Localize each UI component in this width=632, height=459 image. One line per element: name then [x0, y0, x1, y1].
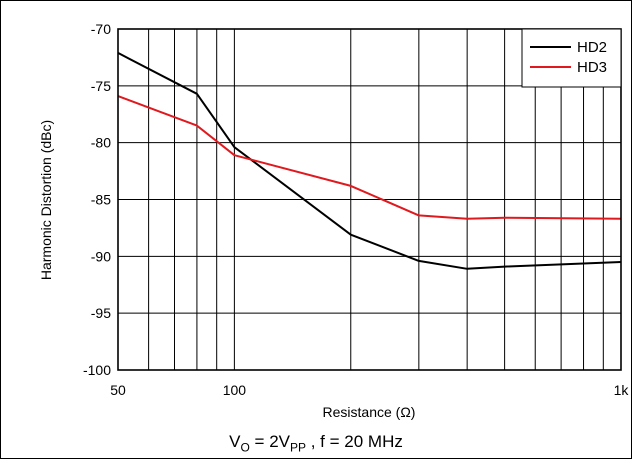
y-tick-label: -100 [83, 362, 111, 378]
y-tick-label: -85 [91, 192, 111, 208]
y-tick-labels: -70 -75 -80 -85 -90 -95 -100 [83, 21, 111, 378]
legend-label-hd3: HD3 [577, 59, 607, 76]
test-conditions-caption: VO = 2VPP , f = 20 MHz [0, 432, 632, 454]
series-line-hd3 [117, 95, 622, 220]
y-axis-label: Harmonic Distortion (dBc) [38, 120, 54, 280]
x-tick-label: 1k [614, 382, 630, 398]
x-tick-label: 100 [223, 382, 247, 398]
series-layer [117, 52, 622, 270]
plot-area-border [117, 28, 622, 371]
y-tick-label: -75 [91, 78, 111, 94]
y-tick-label: -80 [91, 135, 111, 151]
caption-eq: = 2V [249, 432, 290, 451]
legend: HD2 HD3 [521, 28, 622, 88]
caption-v-sub: O [240, 440, 250, 455]
x-tick-labels: 50 100 1k [110, 382, 629, 398]
caption-vpp-sub: PP [290, 440, 307, 455]
y-tick-label: -95 [91, 305, 111, 321]
caption-rest: , f = 20 MHz [306, 432, 403, 451]
y-tick-label: -70 [91, 21, 111, 37]
legend-box [521, 28, 622, 88]
x-tick-label: 50 [110, 382, 126, 398]
x-axis-label: Resistance (Ω) [323, 404, 416, 420]
series-line-hd2 [117, 52, 622, 270]
y-tick-label: -90 [91, 248, 111, 264]
caption-v: V [229, 432, 241, 451]
legend-label-hd2: HD2 [577, 39, 607, 56]
